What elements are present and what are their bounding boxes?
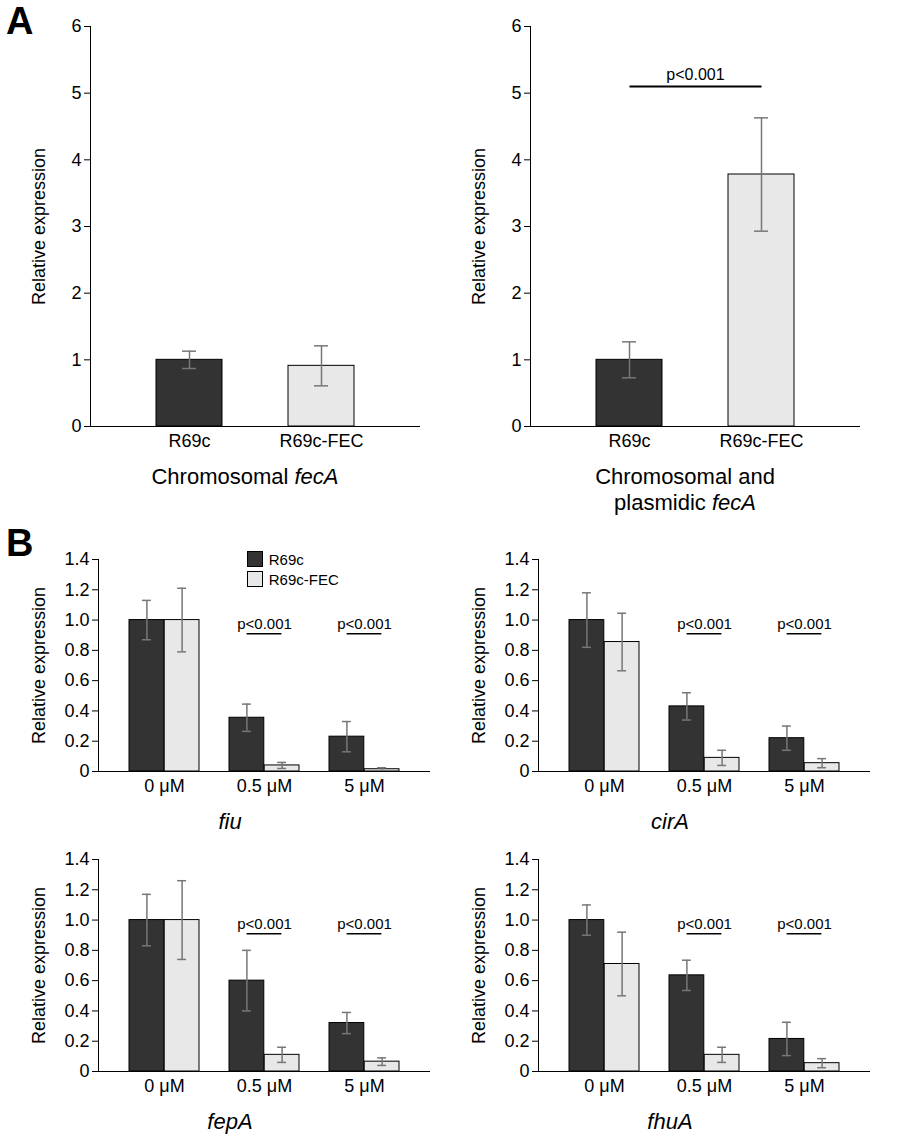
svg-text:3: 3 <box>511 216 521 236</box>
svg-text:R69c-FEC: R69c-FEC <box>279 431 363 451</box>
html-text:R69c-FEC: R69c-FEC <box>268 570 339 588</box>
html-text:A: A <box>6 0 34 42</box>
svg-text:0.4: 0.4 <box>64 1001 89 1021</box>
svg-text:Relative expression: Relative expression <box>469 587 489 744</box>
svg-text:4: 4 <box>71 150 81 170</box>
svg-text:1.0: 1.0 <box>504 910 529 930</box>
svg-text:5 μM: 5 μM <box>784 776 824 796</box>
svg-text:R69c: R69c <box>608 431 650 451</box>
svg-text:1: 1 <box>511 350 521 370</box>
svg-text:5 μM: 5 μM <box>344 1076 384 1096</box>
svg-text:1.0: 1.0 <box>504 610 529 630</box>
svg-text:5: 5 <box>511 83 521 103</box>
svg-text:0.6: 0.6 <box>504 970 529 990</box>
svg-text:Relative expression: Relative expression <box>469 148 489 305</box>
svg-text:1.2: 1.2 <box>504 880 529 900</box>
html-text:fiu: fiu <box>218 809 242 834</box>
svg-text:0.2: 0.2 <box>64 1031 89 1051</box>
svg-text:p<0.001: p<0.001 <box>677 615 732 632</box>
svg-text:6: 6 <box>71 16 81 36</box>
svg-text:0: 0 <box>519 761 529 781</box>
svg-text:0: 0 <box>79 1061 89 1081</box>
svg-text:0 μM: 0 μM <box>584 1076 624 1096</box>
svg-text:0: 0 <box>71 416 81 436</box>
svg-text:p<0.001: p<0.001 <box>337 615 392 632</box>
svg-text:0.5 μM: 0.5 μM <box>237 1076 292 1096</box>
svg-text:0.5 μM: 0.5 μM <box>677 776 732 796</box>
svg-text:Relative expression: Relative expression <box>469 887 489 1044</box>
svg-text:5 μM: 5 μM <box>784 1076 824 1096</box>
svg-text:2: 2 <box>511 283 521 303</box>
svg-text:0: 0 <box>511 416 521 436</box>
svg-text:p<0.001: p<0.001 <box>237 615 292 632</box>
svg-text:p<0.001: p<0.001 <box>237 915 292 932</box>
html-text:cirA: cirA <box>651 809 689 834</box>
svg-text:p<0.001: p<0.001 <box>777 615 832 632</box>
svg-text:0.6: 0.6 <box>504 670 529 690</box>
svg-text:1.2: 1.2 <box>504 580 529 600</box>
html-text:Chromosomal fecA: Chromosomal fecA <box>151 464 339 489</box>
svg-text:0.6: 0.6 <box>64 670 89 690</box>
svg-text:1.4: 1.4 <box>64 849 89 869</box>
svg-text:Relative expression: Relative expression <box>29 587 49 744</box>
svg-text:p<0.001: p<0.001 <box>677 915 732 932</box>
svg-text:2: 2 <box>71 283 81 303</box>
svg-text:1: 1 <box>71 350 81 370</box>
html-text:R69c: R69c <box>268 550 304 568</box>
svg-text:0.5 μM: 0.5 μM <box>237 776 292 796</box>
html-text:fepA: fepA <box>207 1109 253 1134</box>
svg-text:0 μM: 0 μM <box>144 1076 184 1096</box>
svg-text:0.2: 0.2 <box>64 731 89 751</box>
svg-text:0.8: 0.8 <box>64 640 89 660</box>
svg-text:0.8: 0.8 <box>504 640 529 660</box>
svg-text:Relative expression: Relative expression <box>29 148 49 305</box>
svg-text:1.0: 1.0 <box>64 610 89 630</box>
svg-text:0.6: 0.6 <box>64 970 89 990</box>
svg-text:1.0: 1.0 <box>64 910 89 930</box>
svg-text:p<0.001: p<0.001 <box>666 66 724 83</box>
svg-text:R69c-FEC: R69c-FEC <box>719 431 803 451</box>
svg-text:4: 4 <box>511 150 521 170</box>
svg-text:0.2: 0.2 <box>504 731 529 751</box>
svg-text:0: 0 <box>519 1061 529 1081</box>
svg-text:R69c: R69c <box>168 431 210 451</box>
svg-text:0.2: 0.2 <box>504 1031 529 1051</box>
svg-text:0.4: 0.4 <box>504 1001 529 1021</box>
svg-text:p<0.001: p<0.001 <box>337 915 392 932</box>
svg-text:0 μM: 0 μM <box>144 776 184 796</box>
svg-text:Relative expression: Relative expression <box>29 887 49 1044</box>
svg-text:6: 6 <box>511 16 521 36</box>
svg-text:3: 3 <box>71 216 81 236</box>
svg-text:0.8: 0.8 <box>504 940 529 960</box>
svg-text:5 μM: 5 μM <box>344 776 384 796</box>
svg-text:p<0.001: p<0.001 <box>777 915 832 932</box>
svg-text:0.5 μM: 0.5 μM <box>677 1076 732 1096</box>
svg-text:0.8: 0.8 <box>64 940 89 960</box>
svg-text:1.4: 1.4 <box>504 849 529 869</box>
svg-text:0: 0 <box>79 761 89 781</box>
svg-text:1.2: 1.2 <box>64 880 89 900</box>
svg-text:1.2: 1.2 <box>64 580 89 600</box>
svg-text:0 μM: 0 μM <box>584 776 624 796</box>
svg-text:0.4: 0.4 <box>504 701 529 721</box>
svg-text:1.4: 1.4 <box>64 549 89 569</box>
html-text:Chromosomal and plasmidic fecA: Chromosomal and plasmidic fecA <box>595 464 775 515</box>
svg-text:0.4: 0.4 <box>64 701 89 721</box>
svg-text:1.4: 1.4 <box>504 549 529 569</box>
svg-text:5: 5 <box>71 83 81 103</box>
html-text:fhuA: fhuA <box>647 1109 693 1134</box>
html-text:B: B <box>6 522 34 564</box>
